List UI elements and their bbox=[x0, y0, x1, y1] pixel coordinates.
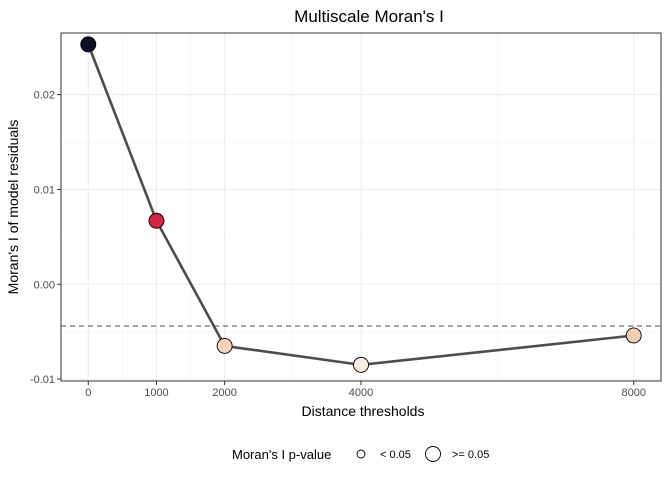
data-point bbox=[80, 36, 97, 53]
data-point bbox=[148, 212, 165, 229]
data-point bbox=[625, 327, 642, 344]
y-tick-label: -0.01 bbox=[30, 374, 55, 386]
y-tick-label: 0.02 bbox=[34, 90, 55, 102]
legend-label-not-significant: >= 0.05 bbox=[452, 449, 489, 461]
data-point bbox=[216, 337, 233, 354]
x-tick-label: 4000 bbox=[349, 387, 373, 399]
x-tick-label: 8000 bbox=[621, 387, 645, 399]
x-tick-label: 2000 bbox=[212, 387, 236, 399]
plot-area: 0 1000 2000 4000 8000 -0.01 0.00 0.01 0.02 bbox=[30, 32, 662, 399]
legend-label-significant: < 0.05 bbox=[380, 449, 411, 461]
legend-key-small-circle bbox=[356, 449, 366, 459]
legend: Moran's I p-value < 0.05 >= 0.05 bbox=[232, 446, 489, 462]
x-tick-label: 1000 bbox=[144, 387, 168, 399]
data-point bbox=[353, 356, 369, 373]
x-tick-label: 0 bbox=[85, 387, 91, 399]
x-axis-title: Distance thresholds bbox=[302, 403, 425, 419]
chart-title: Multiscale Moran's I bbox=[294, 7, 444, 26]
y-tick-label: 0.00 bbox=[34, 279, 55, 291]
y-tick-label: 0.01 bbox=[34, 184, 55, 196]
legend-key-large-circle bbox=[425, 446, 441, 462]
y-axis-title: Moran's I of model residuals bbox=[5, 120, 21, 295]
legend-title: Moran's I p-value bbox=[232, 447, 331, 462]
